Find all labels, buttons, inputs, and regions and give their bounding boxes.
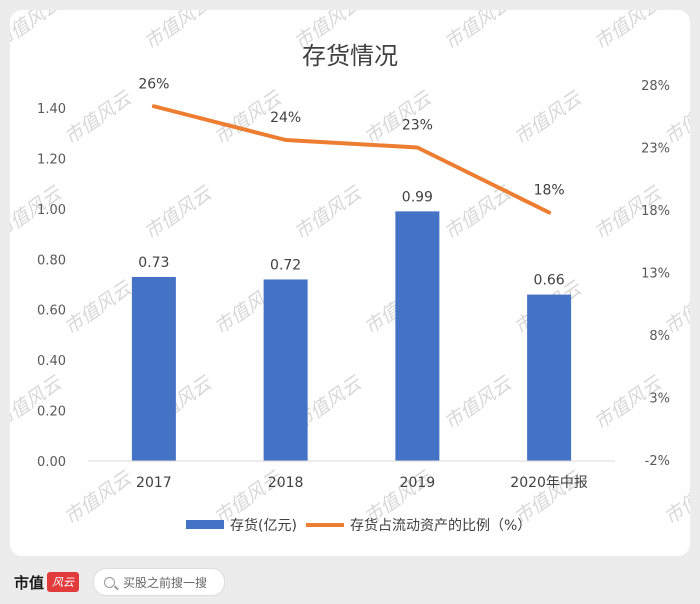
left-tick-label: 1.20 <box>37 152 66 167</box>
line-data-label: 26% <box>138 76 169 92</box>
x-tick-label: 2018 <box>268 475 304 491</box>
legend: 存货(亿元) 存货占流动资产的比例（%） <box>186 517 531 534</box>
watermark-text: 市值风云 <box>590 10 667 54</box>
left-tick-label: 0.20 <box>37 405 66 420</box>
brand-text: 市值 <box>14 573 45 592</box>
x-axis: 2017 2018 2019 2020年中报 <box>136 475 588 491</box>
watermark-text: 市值风云 <box>140 181 217 244</box>
bar-data-label: 0.66 <box>534 273 565 289</box>
line-series: 26% 24% 23% 18% <box>138 76 565 215</box>
line-point <box>547 211 551 214</box>
search-icon <box>104 576 116 588</box>
x-tick-label: 2019 <box>400 475 436 491</box>
watermark-text: 市值风云 <box>660 86 690 149</box>
right-tick-label: 18% <box>641 204 670 219</box>
watermark-text: 市值风云 <box>440 371 517 434</box>
right-tick-label: -2% <box>645 454 670 469</box>
bar <box>395 211 440 461</box>
watermark-text: 市值风云 <box>290 181 367 244</box>
line-point <box>415 146 419 149</box>
right-tick-label: 13% <box>641 267 670 282</box>
chart-card: 市值风云 市值风云 市值风云 市值风云 市值风云 市值风云 市值风云 市值风云 市值风云 市值风云… <box>10 10 690 556</box>
footer: 市值 风云 买股之前搜一搜 <box>0 560 700 604</box>
left-tick-label: 1.00 <box>37 203 66 218</box>
chart-title: 存货情况 <box>302 42 398 70</box>
bar <box>131 276 176 461</box>
left-tick-label: 0.80 <box>37 253 66 268</box>
bar-data-label: 0.72 <box>270 257 301 273</box>
x-tick-label: 2020年中报 <box>510 475 588 491</box>
search-box[interactable]: 买股之前搜一搜 <box>93 568 226 596</box>
line-point <box>152 104 156 108</box>
watermark-text: 市值风云 <box>60 86 137 149</box>
search-placeholder: 买股之前搜一搜 <box>123 575 208 590</box>
bar <box>527 294 572 461</box>
watermark-text: 市值风云 <box>510 86 587 149</box>
brand-badge: 风云 <box>47 572 80 592</box>
watermark-text: 市值风云 <box>140 10 217 54</box>
left-tick-label: 0.00 <box>37 455 66 470</box>
right-tick-label: 3% <box>649 392 670 407</box>
bar <box>263 279 308 461</box>
line-data-label: 24% <box>270 110 301 126</box>
left-tick-label: 0.40 <box>37 354 66 369</box>
legend-label-bar: 存货(亿元) <box>230 517 297 534</box>
watermark-text: 市值风云 <box>440 10 517 54</box>
left-axis: 0.00 0.20 0.40 0.60 0.80 1.00 1.20 1.40 <box>37 102 66 470</box>
legend-swatch-bar <box>186 520 224 529</box>
right-axis: -2% 3% 8% 13% 18% 23% 28% <box>641 79 670 469</box>
line-data-label: 23% <box>402 118 433 134</box>
line-point <box>284 138 288 142</box>
right-tick-label: 8% <box>649 329 670 344</box>
watermark-text: 市值风云 <box>60 276 137 339</box>
right-tick-label: 28% <box>641 79 670 94</box>
left-tick-label: 1.40 <box>37 102 66 117</box>
x-tick-label: 2017 <box>136 475 172 491</box>
right-tick-label: 23% <box>641 142 670 157</box>
brand-logo: 市值 风云 <box>14 572 80 593</box>
watermark-text: 市值风云 <box>10 10 67 54</box>
watermark-text: 市值风云 <box>10 371 67 434</box>
bar-series: 0.73 0.72 0.99 0.66 <box>131 189 572 461</box>
bar-data-label: 0.73 <box>138 255 169 271</box>
line-data-label: 18% <box>534 183 565 199</box>
left-tick-label: 0.60 <box>37 304 66 319</box>
watermark-text: 市值风云 <box>660 466 690 529</box>
line-path <box>151 104 552 215</box>
watermark-text: 市值风云 <box>60 466 137 529</box>
legend-label-line: 存货占流动资产的比例（%） <box>350 517 531 534</box>
bar-data-label: 0.99 <box>402 189 433 205</box>
